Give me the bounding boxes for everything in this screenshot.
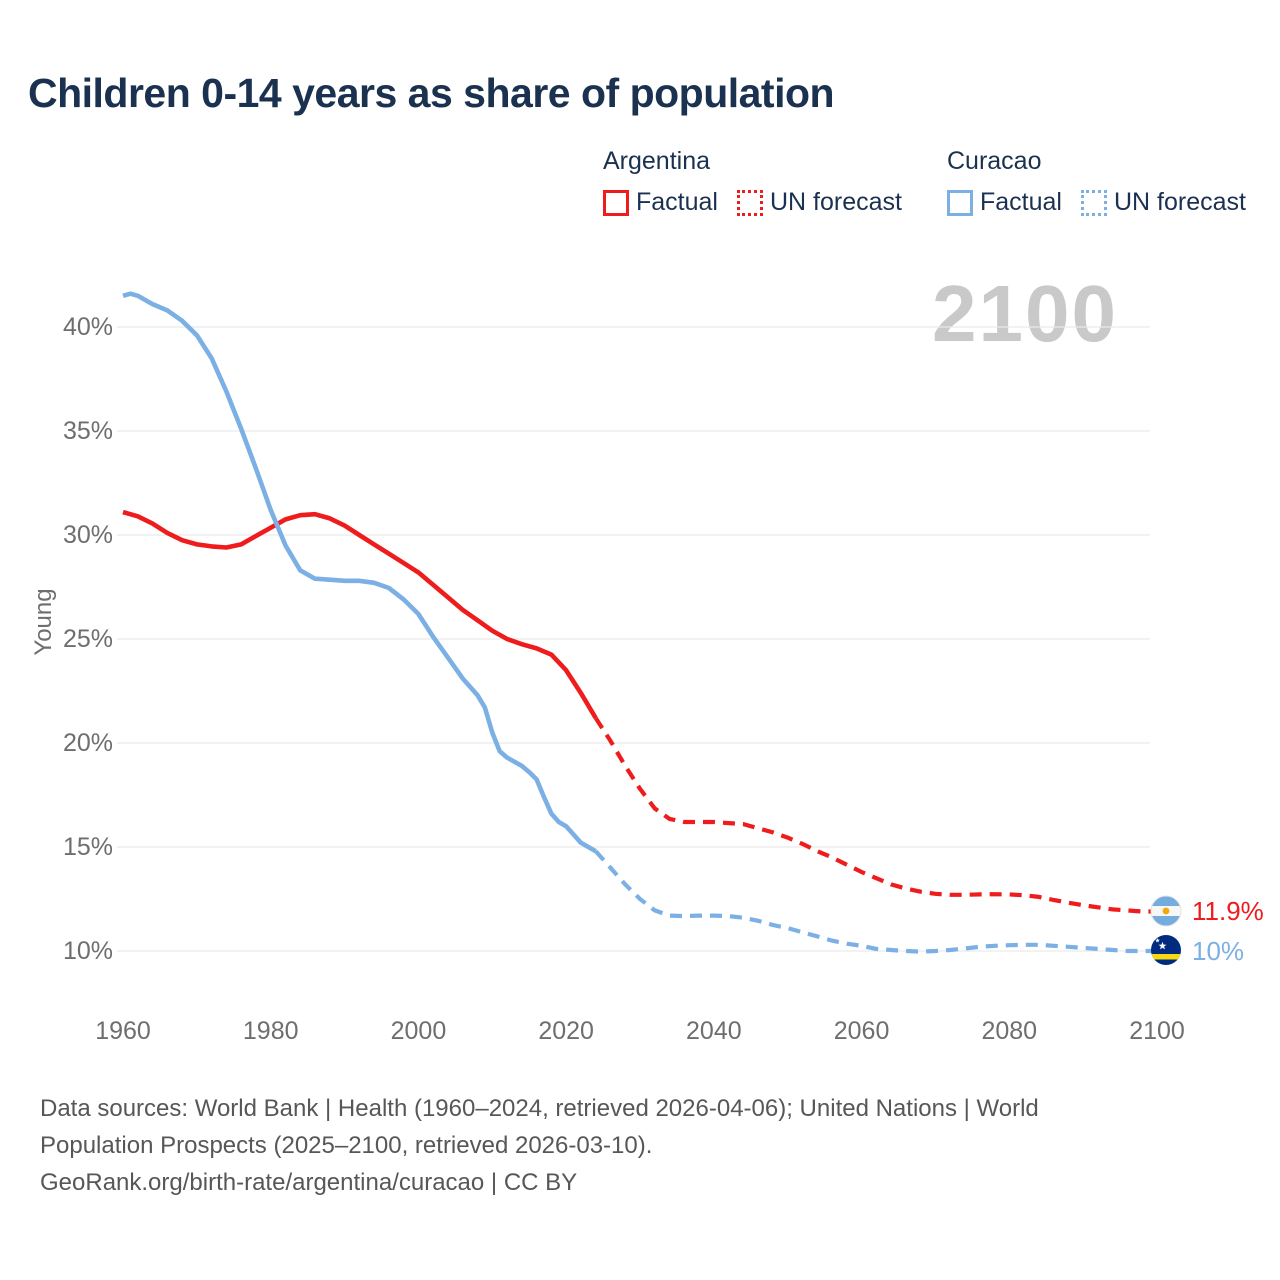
gridlines (117, 326, 1150, 952)
legend-swatch-dotted-red-icon (736, 189, 763, 216)
x-tick-label: 2020 (538, 1017, 594, 1045)
series-line-argentina-factual (122, 509, 598, 720)
x-tick-label: 1960 (95, 1017, 151, 1045)
y-tick-label: 25% (62, 625, 113, 653)
y-tick-label: 20% (62, 729, 113, 757)
x-tick-label: 2000 (390, 1017, 447, 1045)
y-tick-label: 10% (62, 937, 113, 965)
legend-swatch-solid-blue-icon (947, 189, 973, 216)
x-tick-label: 1980 (242, 1017, 299, 1045)
x-tick-label: 2060 (833, 1017, 890, 1045)
series-line-curacao-factual (122, 291, 597, 854)
footer: Data sources: World Bank | Health (1960–… (40, 1090, 1039, 1201)
curacao-flag-icon (1151, 935, 1181, 965)
watermark-year: 2100 (932, 269, 1118, 358)
legend-label: UN forecast (769, 188, 902, 216)
legend-row-curacao: Factual UN forecast (947, 188, 1246, 217)
y-tick-label: 40% (62, 313, 113, 341)
y-tick-label: 35% (62, 417, 113, 445)
x-tick-label: 2100 (1129, 1017, 1185, 1045)
legend-group-argentina: Argentina Factual UN forecast (603, 146, 902, 217)
page-title: Children 0-14 years as share of populati… (28, 70, 835, 116)
series-line-curacao-forecast (594, 849, 1157, 954)
legend-label: Factual (980, 188, 1062, 216)
legend-swatch-dotted-blue-icon (1080, 189, 1107, 216)
legend-item-curacao-forecast[interactable]: UN forecast (1080, 188, 1246, 217)
series-lines (122, 291, 1157, 954)
argentina-flag-icon (1150, 895, 1182, 927)
legend-item-curacao-factual[interactable]: Factual (947, 188, 1062, 217)
legend-label: UN forecast (1113, 188, 1246, 216)
y-tick-label: 15% (62, 833, 113, 861)
legend-country-argentina: Argentina (603, 147, 711, 175)
series-line-argentina-forecast (593, 716, 1157, 914)
legend-country-curacao: Curacao (947, 147, 1042, 175)
data-sources-line-1: Data sources: World Bank | Health (1960–… (40, 1095, 1039, 1122)
x-tick-label: 2040 (686, 1017, 742, 1045)
legend-item-argentina-factual[interactable]: Factual (603, 188, 718, 217)
legend-label: Factual (636, 188, 718, 216)
legend-row-argentina: Factual UN forecast (603, 188, 902, 217)
x-tick-label: 2080 (981, 1017, 1038, 1045)
end-value-argentina: 11.9% (1192, 896, 1264, 926)
y-tick-label: 30% (62, 521, 113, 549)
source-url[interactable]: GeoRank.org/birth-rate/argentina/curacao… (40, 1169, 578, 1196)
data-sources-line-2: Population Prospects (2025–2100, retriev… (40, 1132, 653, 1159)
legend-item-argentina-forecast[interactable]: UN forecast (736, 188, 902, 217)
y-axis-title: Young (30, 588, 57, 656)
end-value-curacao: 10% (1192, 936, 1245, 966)
legend-group-curacao: Curacao Factual UN forecast (947, 146, 1246, 217)
legend-swatch-solid-red-icon (603, 189, 629, 216)
